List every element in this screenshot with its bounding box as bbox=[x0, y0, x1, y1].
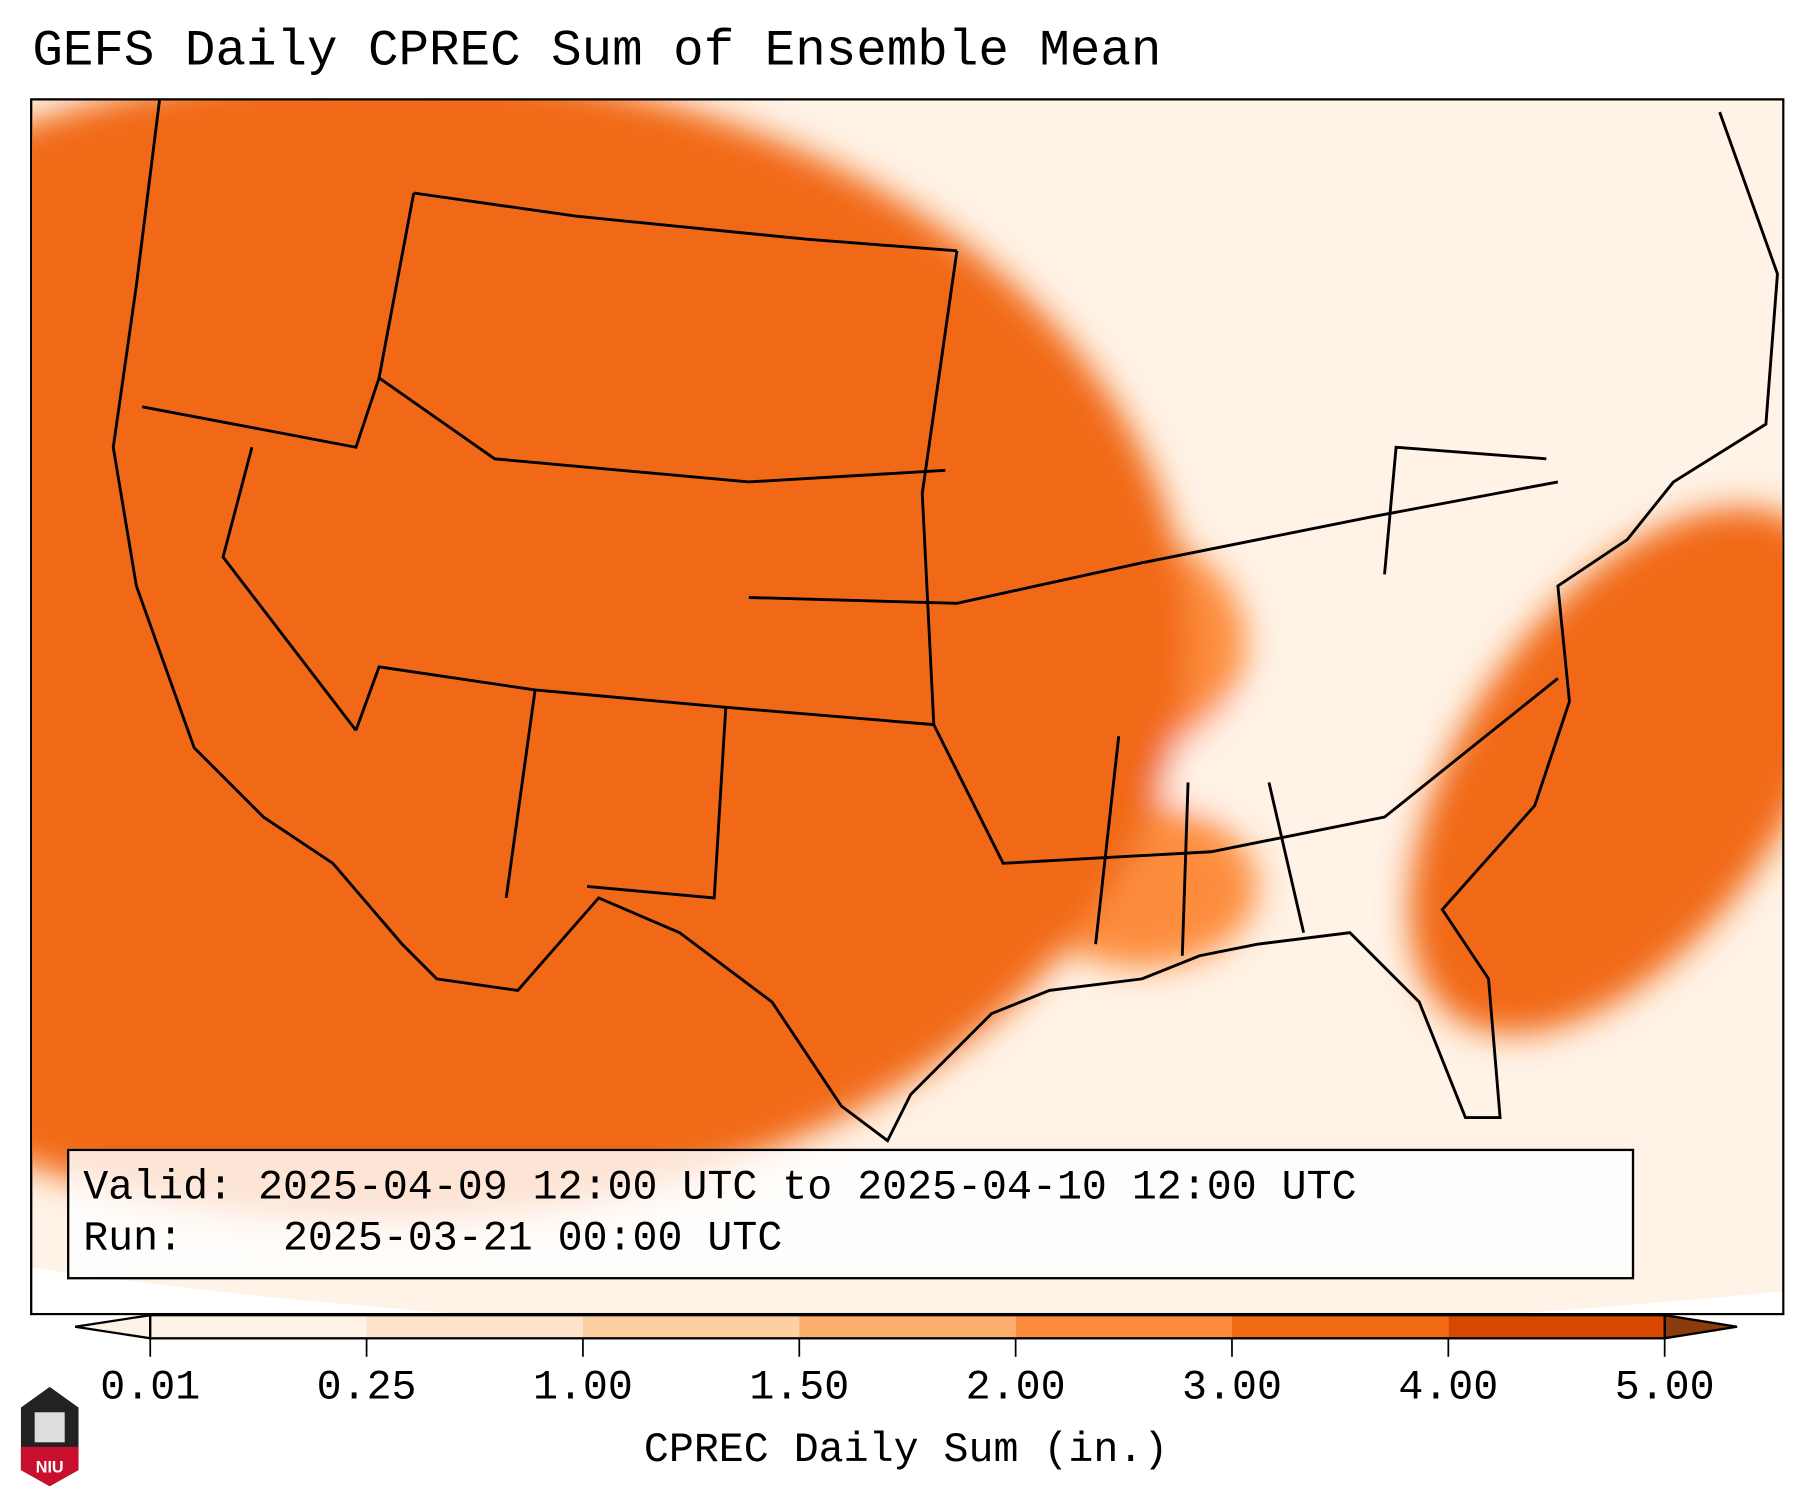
precip-map bbox=[30, 98, 1785, 1316]
valid-time-range: 2025-04-09 12:00 UTC to 2025-04-10 12:00… bbox=[257, 1163, 1357, 1212]
colorbar-bin bbox=[1231, 1315, 1449, 1339]
colorbar-title: CPREC Daily Sum (in.) bbox=[643, 1426, 1169, 1474]
colorbar bbox=[74, 1313, 1738, 1357]
colorbar-tick-label: 1.00 bbox=[532, 1363, 633, 1412]
run-label: Run: bbox=[83, 1214, 184, 1263]
colorbar-bin bbox=[150, 1315, 367, 1339]
colorbar-extend-min bbox=[74, 1313, 152, 1340]
svg-text:NIU: NIU bbox=[36, 1458, 64, 1476]
colorbar-outline bbox=[149, 1314, 1666, 1340]
colorbar-bin bbox=[1448, 1315, 1665, 1339]
colorbar-extend-max bbox=[1663, 1313, 1738, 1340]
colorbar-bin bbox=[582, 1315, 800, 1339]
map-corner-blank bbox=[32, 1267, 1783, 1313]
colorbar-tick-label: 2.00 bbox=[965, 1363, 1066, 1412]
state-boundaries bbox=[111, 100, 1779, 1143]
niu-logo: NIU bbox=[20, 1386, 79, 1487]
colorbar-tick-label: 1.50 bbox=[749, 1363, 850, 1412]
colorbar-tick-label: 0.01 bbox=[100, 1363, 201, 1412]
map-svg bbox=[32, 100, 1783, 1313]
colorbar-tick-label: 0.25 bbox=[316, 1363, 417, 1412]
colorbar-bin bbox=[799, 1315, 1016, 1339]
colorbar-tick-label: 5.00 bbox=[1614, 1363, 1715, 1412]
valid-label: Valid: bbox=[83, 1163, 234, 1212]
valid-run-info-box: Valid: 2025-04-09 12:00 UTC to 2025-04-1… bbox=[67, 1148, 1635, 1280]
chart-title: GEFS Daily CPREC Sum of Ensemble Mean bbox=[32, 23, 1162, 81]
colorbar-bin bbox=[366, 1315, 583, 1339]
run-time: 2025-03-21 00:00 UTC bbox=[282, 1214, 783, 1263]
colorbar-bin bbox=[1015, 1315, 1232, 1339]
colorbar-tick-label: 3.00 bbox=[1182, 1363, 1282, 1412]
precip-area bbox=[32, 100, 1188, 1222]
colorbar-tick-label: 4.00 bbox=[1398, 1363, 1499, 1412]
precip-area bbox=[1409, 507, 1783, 1034]
